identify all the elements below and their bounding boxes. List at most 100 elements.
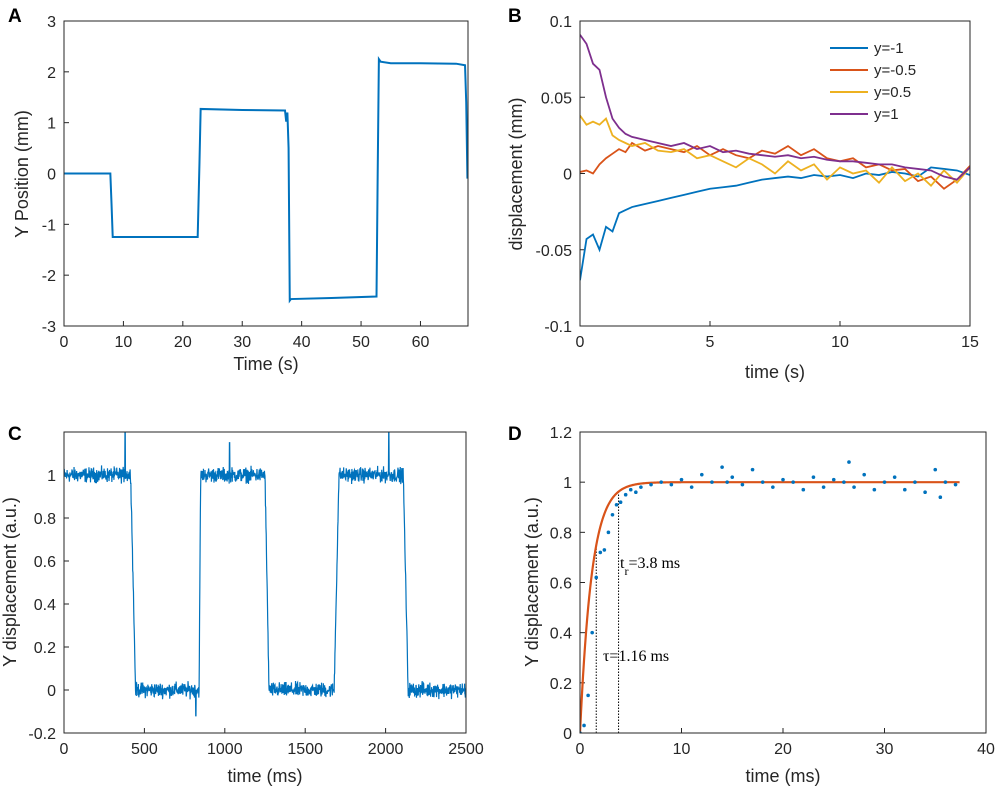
panel-a-x-tick-label: 60 [412, 334, 430, 351]
scatter-point [649, 482, 653, 487]
scatter-point [842, 480, 846, 484]
panel-d-plot-area [580, 460, 960, 733]
scatter-point [689, 485, 694, 489]
scatter-point [847, 460, 851, 464]
series-line-2 [580, 115, 970, 188]
panel-d-x-tick-label: 10 [673, 741, 691, 758]
tr-annotation: tr=3.8 ms [620, 555, 680, 578]
panel-c-x-tick-label: 1000 [207, 741, 243, 758]
scatter-point [610, 512, 615, 517]
panel-d-y-tick-label: 0.2 [550, 676, 572, 693]
legend-label: y=-1 [874, 40, 904, 57]
panel-c-y-tick-label: 0 [47, 683, 56, 700]
panel-a-y-tick-label: -1 [42, 217, 56, 234]
panel-c-x-tick-label: 2000 [368, 741, 404, 758]
panel-c-axes-box [63, 431, 467, 734]
series-line-0 [580, 166, 970, 281]
panel-letter-b: B [508, 6, 522, 27]
panel-d-y-axis-label: Y displacement (a.u.) [522, 497, 542, 667]
scatter-point [623, 492, 628, 497]
panel-b-axes-box [579, 20, 971, 327]
panel-a: A 0 10 20 30 40 50 60 -3 -2 -1 0 1 2 3 Time (s) Y Pos… [8, 6, 469, 374]
legend-label: y=0.5 [874, 84, 911, 101]
scatter-point [679, 477, 684, 482]
series-line-1 [580, 141, 970, 190]
panel-a-y-tick-label: 1 [47, 116, 56, 133]
panel-a-x-tick-label: 10 [115, 334, 133, 351]
panel-a-plot-area [64, 56, 468, 304]
scatter-point [938, 495, 943, 500]
legend-label: y=-0.5 [874, 62, 916, 79]
scatter-point [639, 485, 643, 489]
scatter-point [903, 487, 907, 492]
panel-d-x-axis-label: time (ms) [746, 766, 821, 786]
panel-a-y-tick-label: -2 [42, 268, 56, 285]
scatter-point [730, 475, 735, 479]
panel-c-x-tick-label: 1500 [287, 741, 323, 758]
panel-c-y-tick-label: 0.8 [34, 511, 56, 528]
panel-c: C 0 500 1000 1500 2000 2500-0.200.20.40.60.81… [0, 424, 484, 786]
scatter-point [614, 502, 619, 507]
scatter-point [933, 467, 938, 472]
panel-d-x-tick-label: 30 [876, 741, 894, 758]
panel-a-y-tick-label: 0 [47, 167, 56, 184]
panel-b: B 0 5 10 15 -0.1 -0.05 0 0.05 0.1 time (s) displ… [506, 6, 979, 382]
panel-d-axes-box [579, 431, 987, 734]
scatter-point [801, 487, 806, 492]
panel-b-y-tick-label: -0.1 [544, 319, 572, 336]
scatter-point [582, 723, 586, 728]
scatter-point [771, 485, 775, 489]
panel-d-y-tick-label: 0.6 [550, 576, 572, 593]
panel-c-y-tick-label: 0.4 [34, 597, 56, 614]
scatter-point [598, 550, 603, 555]
panel-c-y-tick-label: 1 [47, 468, 56, 485]
panel-a-x-tick-label: 30 [233, 334, 251, 351]
panel-c-ticks: 0 500 1000 1500 2000 2500-0.200.20.40.60.81 [28, 468, 483, 758]
tau-annotation: τ=1.16 ms [603, 648, 669, 665]
panel-letter-d: D [508, 424, 522, 445]
scatter-point [669, 482, 674, 487]
scatter-point [811, 475, 816, 479]
panel-d-ticks: 0 10 20 30 40 0 0.2 0.4 0.6 0.8 1 1.2 [550, 425, 995, 758]
scatter-point [750, 467, 755, 472]
scatter-point [606, 530, 611, 535]
panel-d-y-tick-label: 1 [563, 475, 572, 492]
scatter-point [700, 472, 704, 477]
scatter-point [882, 480, 887, 484]
scatter-point [618, 500, 623, 505]
panel-b-x-tick-label: 15 [961, 334, 979, 351]
scatter-point [586, 693, 590, 698]
panel-c-y-tick-label: -0.2 [28, 726, 56, 743]
scatter-point [740, 482, 745, 487]
panel-b-x-tick-label: 0 [576, 334, 585, 351]
panel-d: D 0 10 20 30 40 0 0.2 0.4 0.6 0.8 1 1.2 time (ms) Y… [508, 424, 995, 786]
scatter-point [628, 487, 633, 492]
panel-b-x-tick-label: 5 [706, 334, 715, 351]
scatter-point [862, 472, 866, 477]
panel-a-x-tick-label: 20 [174, 334, 192, 351]
scatter-point [720, 465, 724, 469]
scatter-point [892, 475, 897, 479]
scatter-point [953, 482, 958, 487]
panel-d-y-tick-label: 0 [563, 726, 572, 743]
panel-a-y-tick-label: 2 [47, 65, 56, 82]
scatter-point [634, 490, 638, 495]
scatter-point [760, 480, 765, 484]
panel-d-x-tick-label: 40 [977, 741, 995, 758]
panel-c-y-tick-label: 0.6 [34, 554, 56, 571]
panel-a-y-tick-label: -3 [42, 319, 56, 336]
scatter-point [725, 480, 729, 484]
scatter-point [781, 477, 785, 482]
panel-a-x-tick-label: 0 [60, 334, 69, 351]
panel-d-x-tick-label: 0 [576, 741, 585, 758]
panel-d-y-tick-label: 0.8 [550, 525, 572, 542]
panel-b-y-tick-label: 0.05 [541, 90, 572, 107]
panel-c-y-tick-label: 0.2 [34, 640, 56, 657]
series-signal-line [64, 432, 466, 717]
panel-b-plot-area [580, 34, 970, 281]
scatter-point [791, 480, 795, 484]
scatter-point [821, 485, 826, 489]
panel-b-y-tick-label: 0 [563, 167, 572, 184]
scatter-point [590, 630, 594, 635]
